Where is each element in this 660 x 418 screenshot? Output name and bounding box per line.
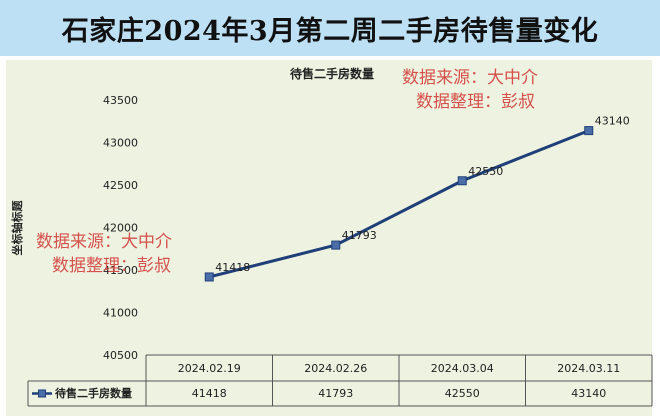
y-tick-label: 41000 bbox=[103, 307, 138, 320]
watermark-editor: 数据整理：彭叔 bbox=[52, 256, 171, 276]
x-category-label: 2024.03.04 bbox=[431, 362, 494, 375]
page-title: 石家庄2024年3月第二周二手房待售量变化 bbox=[61, 15, 599, 47]
table-value: 42550 bbox=[445, 387, 480, 400]
watermark-source: 数据来源：大中介 bbox=[36, 232, 172, 252]
header-banner: 石家庄2024年3月第二周二手房待售量变化 bbox=[0, 0, 660, 56]
y-tick-label: 43500 bbox=[103, 94, 138, 107]
table-value: 41418 bbox=[192, 387, 227, 400]
y-tick-label: 43000 bbox=[103, 137, 138, 150]
y-axis-title: 坐标轴标题 bbox=[10, 200, 24, 256]
table-value: 43140 bbox=[571, 387, 606, 400]
x-category-label: 2024.02.19 bbox=[178, 362, 241, 375]
legend-series-name: 待售二手房数量 bbox=[54, 386, 132, 400]
data-label: 43140 bbox=[595, 115, 630, 128]
x-category-label: 2024.02.26 bbox=[304, 362, 367, 375]
watermark-top: 数据来源：大中介 数据整理：彭叔 bbox=[402, 66, 538, 114]
watermark-left: 数据来源：大中介 数据整理：彭叔 bbox=[36, 230, 172, 278]
table-value: 41793 bbox=[318, 387, 353, 400]
data-point-marker bbox=[457, 176, 467, 186]
data-label: 41793 bbox=[342, 229, 377, 242]
watermark-editor: 数据整理：彭叔 bbox=[416, 92, 535, 112]
data-point-marker bbox=[204, 272, 214, 282]
data-point-marker bbox=[584, 126, 594, 136]
x-category-label: 2024.03.11 bbox=[557, 362, 620, 375]
data-point-marker bbox=[331, 240, 341, 250]
data-label: 42550 bbox=[468, 165, 503, 178]
watermark-source: 数据来源：大中介 bbox=[402, 68, 538, 88]
series-line bbox=[208, 129, 590, 279]
data-label: 41418 bbox=[215, 261, 250, 274]
y-tick-label: 42500 bbox=[103, 179, 138, 192]
chart-panel bbox=[6, 60, 652, 416]
legend-marker-icon bbox=[38, 389, 46, 398]
y-tick-label: 41500 bbox=[103, 264, 138, 277]
chart-title: 待售二手房数量 bbox=[290, 66, 374, 81]
y-tick-label: 40500 bbox=[103, 349, 138, 362]
y-tick-label: 42000 bbox=[103, 222, 138, 235]
